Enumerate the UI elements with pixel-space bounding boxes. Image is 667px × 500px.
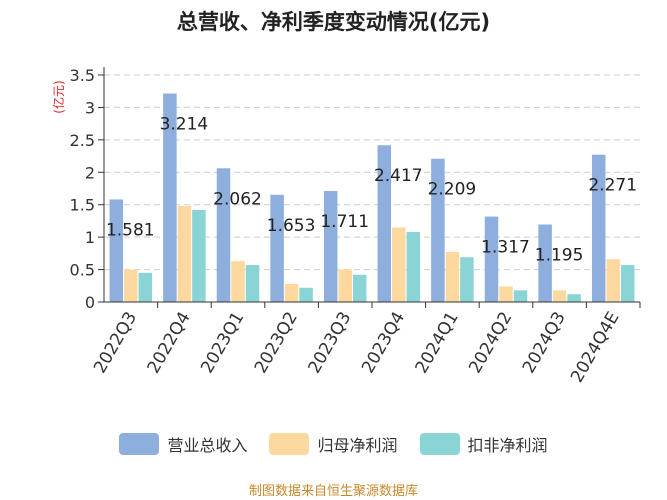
bar-3	[352, 274, 367, 302]
x-tick-label: 2022Q4	[144, 309, 195, 377]
y-tick-label: 2	[85, 163, 95, 182]
data-label: 1.653	[267, 216, 316, 236]
y-tick-label: 1	[85, 228, 95, 247]
x-tick-label: 2024Q2	[465, 309, 516, 377]
bar-2	[392, 227, 406, 302]
y-tick-labels: 0 0.5 1 1.5 2 2.5 3 3.5	[70, 66, 95, 312]
bar-3	[245, 265, 260, 302]
y-axis-label: (亿元)	[51, 80, 66, 113]
x-tick-label: 2024Q1	[412, 309, 463, 377]
bar-1	[538, 224, 552, 302]
bar-3	[460, 257, 474, 302]
chart-title: 总营收、净利季度变动情况(亿元)	[176, 10, 491, 34]
bar-2	[124, 269, 138, 302]
bar-2	[606, 259, 620, 302]
data-label: 1.711	[320, 212, 369, 232]
bar-1	[323, 191, 338, 302]
bar-2	[231, 261, 245, 302]
x-tick-label: 2024Q3	[519, 309, 570, 377]
legend-item-1[interactable]: 营业总收入	[119, 432, 247, 456]
data-label: 1.317	[481, 238, 530, 258]
legend-item-3[interactable]: 扣非净利润	[419, 432, 548, 456]
bar-1	[377, 145, 392, 302]
bar-2	[499, 286, 513, 302]
y-tick-label: 2.5	[70, 131, 95, 150]
bar-1	[109, 199, 124, 302]
data-label: 1.195	[535, 245, 584, 265]
legend-label: 归母净利润	[317, 436, 398, 455]
data-label: 1.581	[106, 220, 155, 240]
bar-3	[138, 272, 153, 302]
bar-1	[216, 168, 231, 302]
bar-3	[513, 290, 528, 302]
bar-1	[270, 194, 284, 302]
y-tick-label: 0	[85, 293, 95, 312]
source-note: 制图数据来自恒生聚源数据库	[248, 484, 418, 499]
bar-3	[620, 265, 635, 302]
bar-2	[284, 283, 299, 302]
bar-1	[431, 158, 445, 302]
x-tick-label: 2024Q4E	[567, 309, 623, 387]
y-tick-label: 0.5	[70, 261, 95, 280]
bar-2	[338, 269, 352, 302]
axes	[98, 67, 641, 308]
bar-3	[299, 287, 313, 302]
data-label: 3.214	[160, 115, 209, 135]
bar-3	[406, 231, 421, 302]
bars	[109, 93, 635, 303]
bar-1	[163, 93, 177, 303]
x-tick-label: 2022Q3	[90, 309, 141, 377]
data-label: 2.062	[213, 189, 262, 209]
y-tick-label: 3.5	[70, 66, 95, 85]
legend-label: 营业总收入	[167, 436, 248, 455]
y-tick-label: 3	[85, 98, 95, 117]
y-tick-label: 1.5	[70, 196, 95, 215]
legend-swatch	[419, 433, 460, 455]
bar-3	[192, 209, 206, 302]
bar-2	[552, 290, 567, 302]
x-tick-labels: 2022Q3 2022Q4 2023Q1 2023Q2 2023Q3 2023Q4 2024…	[90, 309, 623, 387]
bar-3	[567, 294, 581, 302]
legend-swatch	[119, 433, 160, 455]
legend-swatch	[269, 433, 310, 455]
bar-2	[177, 206, 192, 302]
data-label: 2.271	[588, 176, 637, 196]
legend: 营业总收入 归母净利润 扣非净利润	[0, 432, 667, 456]
legend-item-2[interactable]: 归母净利润	[269, 432, 398, 456]
legend-label: 扣非净利润	[467, 436, 548, 455]
data-label: 2.209	[428, 180, 477, 200]
bar-1	[591, 154, 606, 302]
bar-2	[445, 252, 460, 302]
bar-1	[484, 216, 499, 302]
x-tick-label: 2023Q3	[304, 309, 355, 377]
x-tick-label: 2023Q1	[197, 309, 248, 377]
data-label: 2.417	[374, 166, 423, 186]
x-tick-label: 2023Q2	[251, 309, 302, 377]
x-tick-label: 2023Q4	[358, 309, 409, 377]
